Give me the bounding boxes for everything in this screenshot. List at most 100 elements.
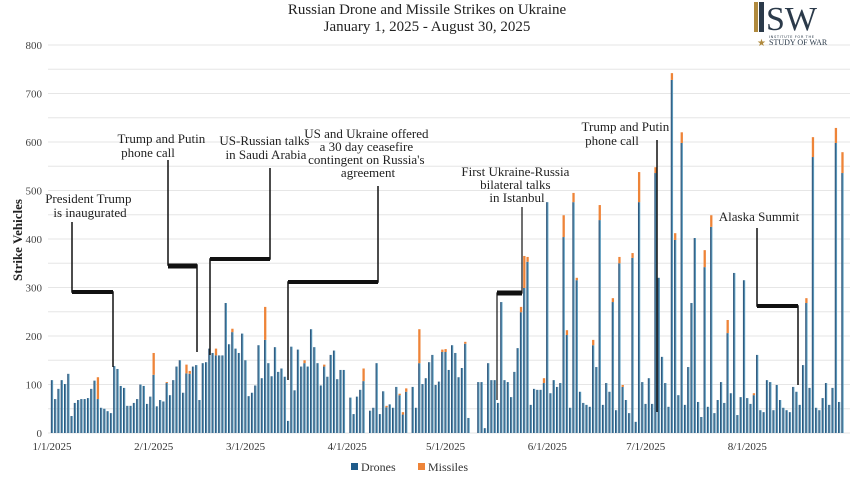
bar-drones [451, 345, 454, 433]
bar-drones [549, 393, 552, 433]
bars [50, 73, 844, 434]
bar-drones [713, 413, 716, 433]
bar-missiles [441, 349, 444, 353]
bar-drones [454, 352, 457, 433]
bar-drones [542, 383, 546, 433]
bar-drones [257, 345, 260, 433]
bar-drones [562, 237, 565, 433]
bar-missiles [621, 384, 624, 387]
bar-drones [250, 392, 254, 433]
bar-drones [467, 417, 470, 433]
bar-missiles [811, 137, 815, 158]
bar-missiles [670, 73, 674, 80]
bar-drones [746, 398, 749, 433]
bar-drones [182, 392, 185, 433]
x-tick-label: 3/1/2025 [226, 441, 266, 453]
bar-drones [487, 363, 490, 433]
bar-drones [116, 368, 119, 433]
x-tick-label: 6/1/2025 [528, 441, 568, 453]
bar-drones [624, 400, 628, 433]
bar-drones [828, 404, 831, 433]
annotation-alaska-summit: Alaska Summit [719, 209, 800, 224]
bar-drones [634, 421, 637, 433]
y-axis-ticks: 0 100 200 300 400 500 600 700 800 [26, 40, 43, 440]
bar-missiles [703, 250, 706, 268]
bar-drones [578, 391, 582, 433]
bar-drones [205, 362, 208, 433]
bar-drones [477, 382, 480, 433]
bar-drones [765, 380, 769, 433]
bar-drones [739, 397, 742, 433]
bar-drones [201, 363, 205, 433]
x-tick-label: 4/1/2025 [328, 441, 368, 453]
bar-drones [513, 371, 516, 433]
bar-drones [362, 381, 365, 433]
bar-drones [749, 403, 752, 433]
annotation-phone-call-2: Trump and Putin phone call [582, 119, 673, 148]
bar-drones [60, 380, 63, 433]
bar-drones [247, 396, 250, 433]
bar-drones [621, 386, 624, 433]
x-tick-label: 1/1/2025 [32, 441, 72, 453]
logo-dark-bar [759, 2, 764, 32]
bar-missiles [637, 172, 641, 203]
bar-drones [300, 366, 303, 433]
bar-drones [756, 354, 759, 433]
legend-swatch-missiles [418, 463, 425, 470]
bar-drones [424, 378, 428, 433]
bar-drones [270, 376, 273, 433]
bar-drones [552, 380, 555, 433]
bar-missiles [834, 127, 838, 143]
bar-drones [369, 410, 372, 433]
bar-missiles [841, 152, 844, 174]
bar-drones [152, 374, 155, 433]
bar-missiles [152, 352, 155, 375]
x-tick-label: 5/1/2025 [426, 441, 466, 453]
bar-drones [441, 352, 444, 433]
bar-drones [123, 387, 126, 433]
bar-drones [569, 407, 572, 433]
bar-drones [729, 393, 733, 433]
bar-drones [775, 384, 779, 433]
legend-label-missiles: Missiles [428, 460, 468, 474]
x-tick-label: 7/1/2025 [626, 441, 666, 453]
bar-drones [736, 415, 739, 433]
bar-drones [67, 373, 70, 433]
bar-missiles [680, 132, 683, 143]
bar-drones [710, 226, 713, 433]
logo-small-bottom: STUDY OF WAR [769, 38, 828, 47]
bar-missiles [598, 205, 601, 221]
bar-drones [388, 404, 391, 433]
bar-drones [191, 366, 195, 433]
bar-drones [221, 355, 224, 433]
bar-drones [719, 382, 723, 433]
bar-missiles [401, 412, 405, 415]
bar-drones [54, 399, 57, 433]
bar-drones [391, 407, 395, 433]
y-tick-label: 700 [26, 89, 43, 101]
bar-missiles [165, 382, 168, 384]
y-tick-label: 600 [26, 137, 43, 149]
bar-missiles [523, 255, 526, 288]
bar-drones [208, 348, 211, 433]
bar-drones [762, 412, 765, 433]
bar-drones [687, 367, 690, 433]
bar-drones [565, 335, 569, 433]
bar-drones [172, 380, 175, 433]
bar-drones [674, 239, 677, 433]
bar-drones [254, 385, 257, 433]
bar-missiles [362, 368, 365, 382]
bar-drones [175, 366, 178, 433]
bar-drones [342, 369, 346, 433]
bar-drones [585, 404, 588, 433]
legend: Drones Missiles [351, 460, 468, 474]
legend-label-drones: Drones [361, 460, 396, 474]
bar-drones [395, 386, 398, 433]
bar-drones [641, 382, 644, 433]
bar-drones [654, 173, 657, 434]
bar-drones [355, 396, 359, 433]
bar-drones [280, 368, 283, 433]
bar-drones [168, 395, 172, 433]
y-tick-label: 200 [26, 331, 43, 343]
bar-drones [159, 400, 162, 433]
